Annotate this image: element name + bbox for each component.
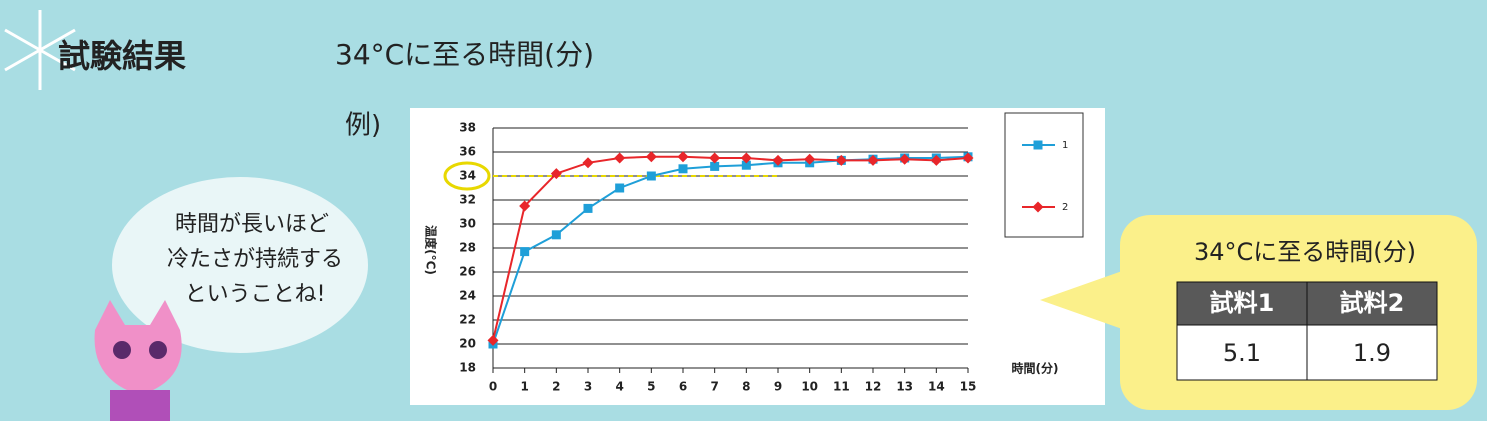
x-tick-label: 0: [489, 380, 497, 394]
bubble-line: ということね!: [185, 282, 326, 307]
speech-bubble: [112, 177, 368, 353]
snowflake: [4, 10, 76, 90]
chart-panel: [410, 108, 1105, 405]
data-point: [899, 153, 911, 165]
x-tick-label: 7: [710, 380, 718, 394]
table-cell: 5.1: [1223, 339, 1261, 367]
x-tick-label: 2: [552, 380, 560, 394]
x-tick-label: 5: [647, 380, 655, 394]
y-tick-label: 18: [459, 361, 476, 375]
y-tick-label: 36: [459, 145, 476, 159]
data-point: [962, 152, 974, 164]
cat: [94, 300, 182, 421]
data-point: [740, 152, 752, 164]
data-point: [867, 154, 879, 166]
x-tick-label: 15: [960, 380, 977, 394]
x-tick-label: 8: [742, 380, 750, 394]
x-tick-label: 10: [801, 380, 818, 394]
x-tick-label: 6: [679, 380, 687, 394]
x-tick-label: 12: [865, 380, 882, 394]
data-point: [835, 154, 847, 166]
x-tick-label: 9: [774, 380, 782, 394]
y-tick-label: 22: [459, 313, 476, 327]
data-point: [709, 152, 721, 164]
data-point: [710, 161, 720, 171]
data-point: [772, 154, 784, 166]
bubble-line: 時間が長いほど: [175, 212, 329, 237]
data-point: [519, 200, 531, 212]
bubble-tail: [1040, 270, 1125, 330]
data-point: [677, 151, 689, 163]
table-cell: 1.9: [1353, 339, 1391, 367]
highlight-circle: [443, 161, 491, 191]
example-label: 例): [345, 111, 381, 141]
x-axis-label: 時間(分): [1012, 361, 1059, 376]
data-point: [678, 164, 688, 174]
data-point: [646, 171, 656, 181]
legend-marker: [1033, 140, 1043, 150]
page-title: 試験結果: [58, 37, 186, 75]
data-point: [741, 160, 751, 170]
x-tick-label: 4: [615, 380, 623, 394]
data-point: [583, 203, 593, 213]
table-header-cell: 試料2: [1340, 289, 1405, 317]
y-tick-label: 38: [459, 121, 476, 135]
y-tick-label: 26: [459, 265, 476, 279]
legend-label: 2: [1062, 202, 1068, 213]
x-tick-label: 3: [584, 380, 592, 394]
y-tick-label: 24: [459, 289, 476, 303]
data-point: [930, 154, 942, 166]
legend-marker: [1032, 201, 1044, 213]
data-point: [487, 334, 499, 346]
x-tick-label: 11: [833, 380, 850, 394]
x-tick-label: 1: [520, 380, 528, 394]
data-point: [551, 230, 561, 240]
bubble-line: 冷たさが持続する: [167, 247, 343, 272]
data-point: [582, 157, 594, 169]
data-point: [615, 183, 625, 193]
data-point: [550, 168, 562, 180]
x-tick-label: 13: [896, 380, 913, 394]
subtitle: 34°Cに至る時間(分): [335, 38, 594, 71]
series-line: [492, 155, 969, 341]
y-tick-label: 34: [459, 169, 476, 183]
legend: [1004, 112, 1084, 238]
table-title: 34°Cに至る時間(分): [1194, 238, 1416, 266]
data-point: [520, 247, 530, 257]
y-tick-label: 20: [459, 337, 476, 351]
y-tick-label: 32: [459, 193, 476, 207]
series-line: [492, 155, 969, 345]
y-tick-label: 30: [459, 217, 476, 231]
x-tick-label: 14: [928, 380, 945, 394]
table-header-cell: 試料1: [1210, 289, 1275, 317]
y-axis-label: 温度(°C): [424, 225, 439, 275]
legend-label: 1: [1062, 140, 1068, 151]
data-point: [614, 152, 626, 164]
data-point: [645, 151, 657, 163]
y-tick-label: 28: [459, 241, 476, 255]
data-point: [804, 153, 816, 165]
